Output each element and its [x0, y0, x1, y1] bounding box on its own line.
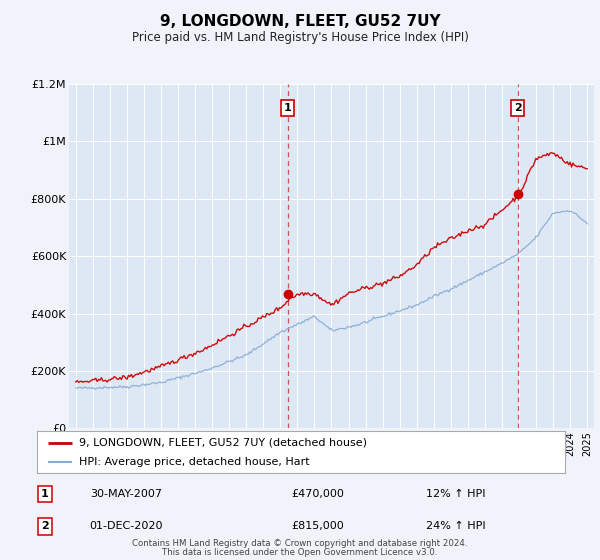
Text: £470,000: £470,000 [292, 489, 344, 499]
Text: 1: 1 [41, 489, 49, 499]
Text: 1: 1 [284, 103, 292, 113]
Text: 12% ↑ HPI: 12% ↑ HPI [426, 489, 486, 499]
Text: 9, LONGDOWN, FLEET, GU52 7UY (detached house): 9, LONGDOWN, FLEET, GU52 7UY (detached h… [79, 437, 367, 447]
Text: £815,000: £815,000 [292, 521, 344, 531]
Text: Contains HM Land Registry data © Crown copyright and database right 2024.: Contains HM Land Registry data © Crown c… [132, 539, 468, 548]
Text: Price paid vs. HM Land Registry's House Price Index (HPI): Price paid vs. HM Land Registry's House … [131, 31, 469, 44]
Text: 9, LONGDOWN, FLEET, GU52 7UY: 9, LONGDOWN, FLEET, GU52 7UY [160, 14, 440, 29]
Text: 30-MAY-2007: 30-MAY-2007 [90, 489, 162, 499]
Text: 24% ↑ HPI: 24% ↑ HPI [426, 521, 486, 531]
Text: 2: 2 [41, 521, 49, 531]
Text: HPI: Average price, detached house, Hart: HPI: Average price, detached house, Hart [79, 457, 310, 467]
Text: 2: 2 [514, 103, 521, 113]
Text: This data is licensed under the Open Government Licence v3.0.: This data is licensed under the Open Gov… [163, 548, 437, 557]
Text: 01-DEC-2020: 01-DEC-2020 [89, 521, 163, 531]
